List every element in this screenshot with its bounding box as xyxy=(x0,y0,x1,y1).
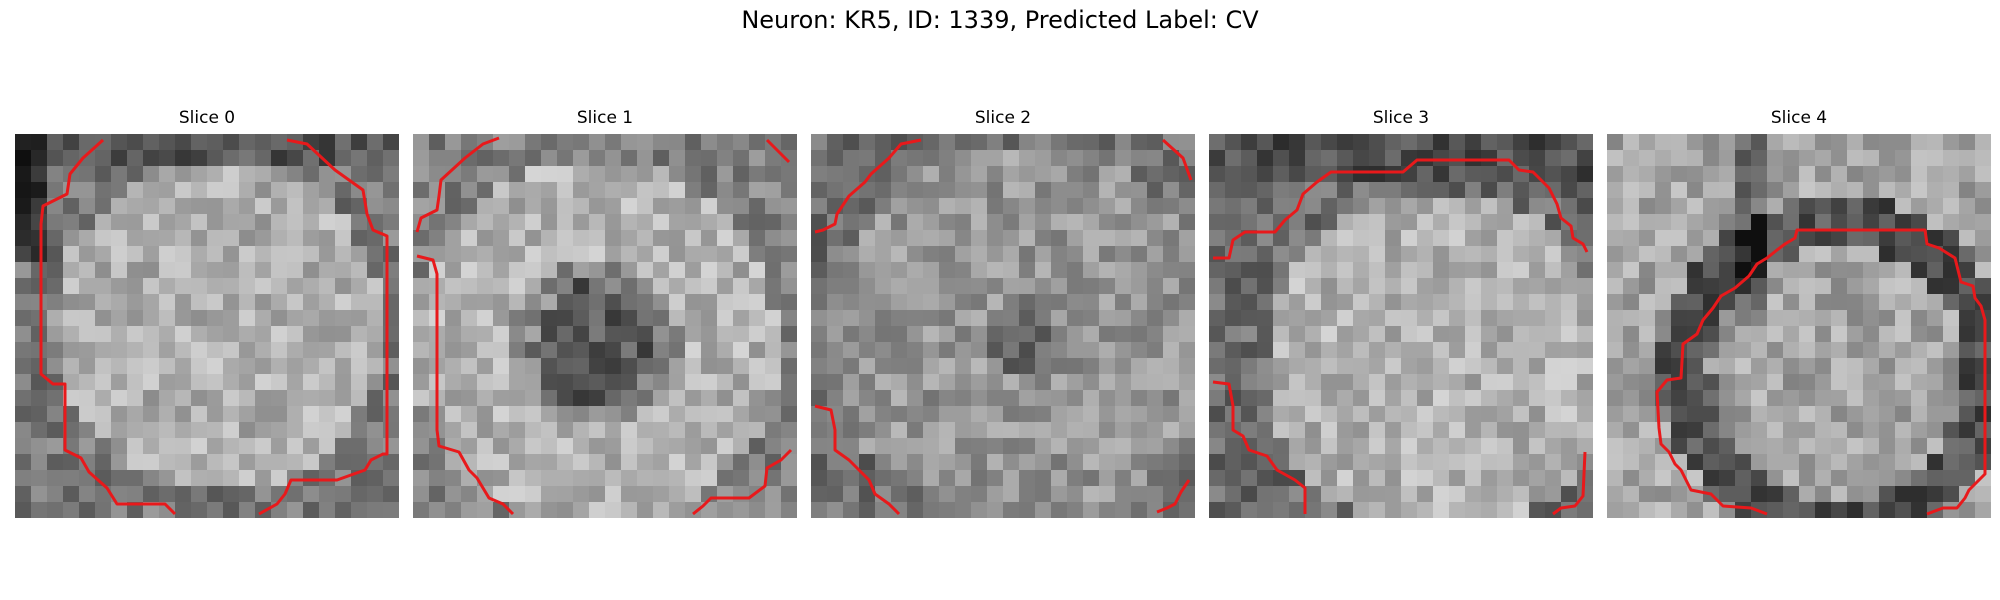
slice-title-4: Slice 4 xyxy=(1770,108,1828,128)
slice-image-0 xyxy=(15,134,399,518)
figure-title: Neuron: KR5, ID: 1339, Predicted Label: … xyxy=(741,6,1259,34)
slice-image-3 xyxy=(1209,134,1593,518)
slice-image-2 xyxy=(811,134,1195,518)
slice-title-0: Slice 0 xyxy=(178,108,236,128)
slice-image-4 xyxy=(1607,134,1991,518)
slice-image-1 xyxy=(413,134,797,518)
slice-title-2: Slice 2 xyxy=(974,108,1032,128)
slice-title-3: Slice 3 xyxy=(1372,108,1430,128)
slice-title-1: Slice 1 xyxy=(576,108,634,128)
